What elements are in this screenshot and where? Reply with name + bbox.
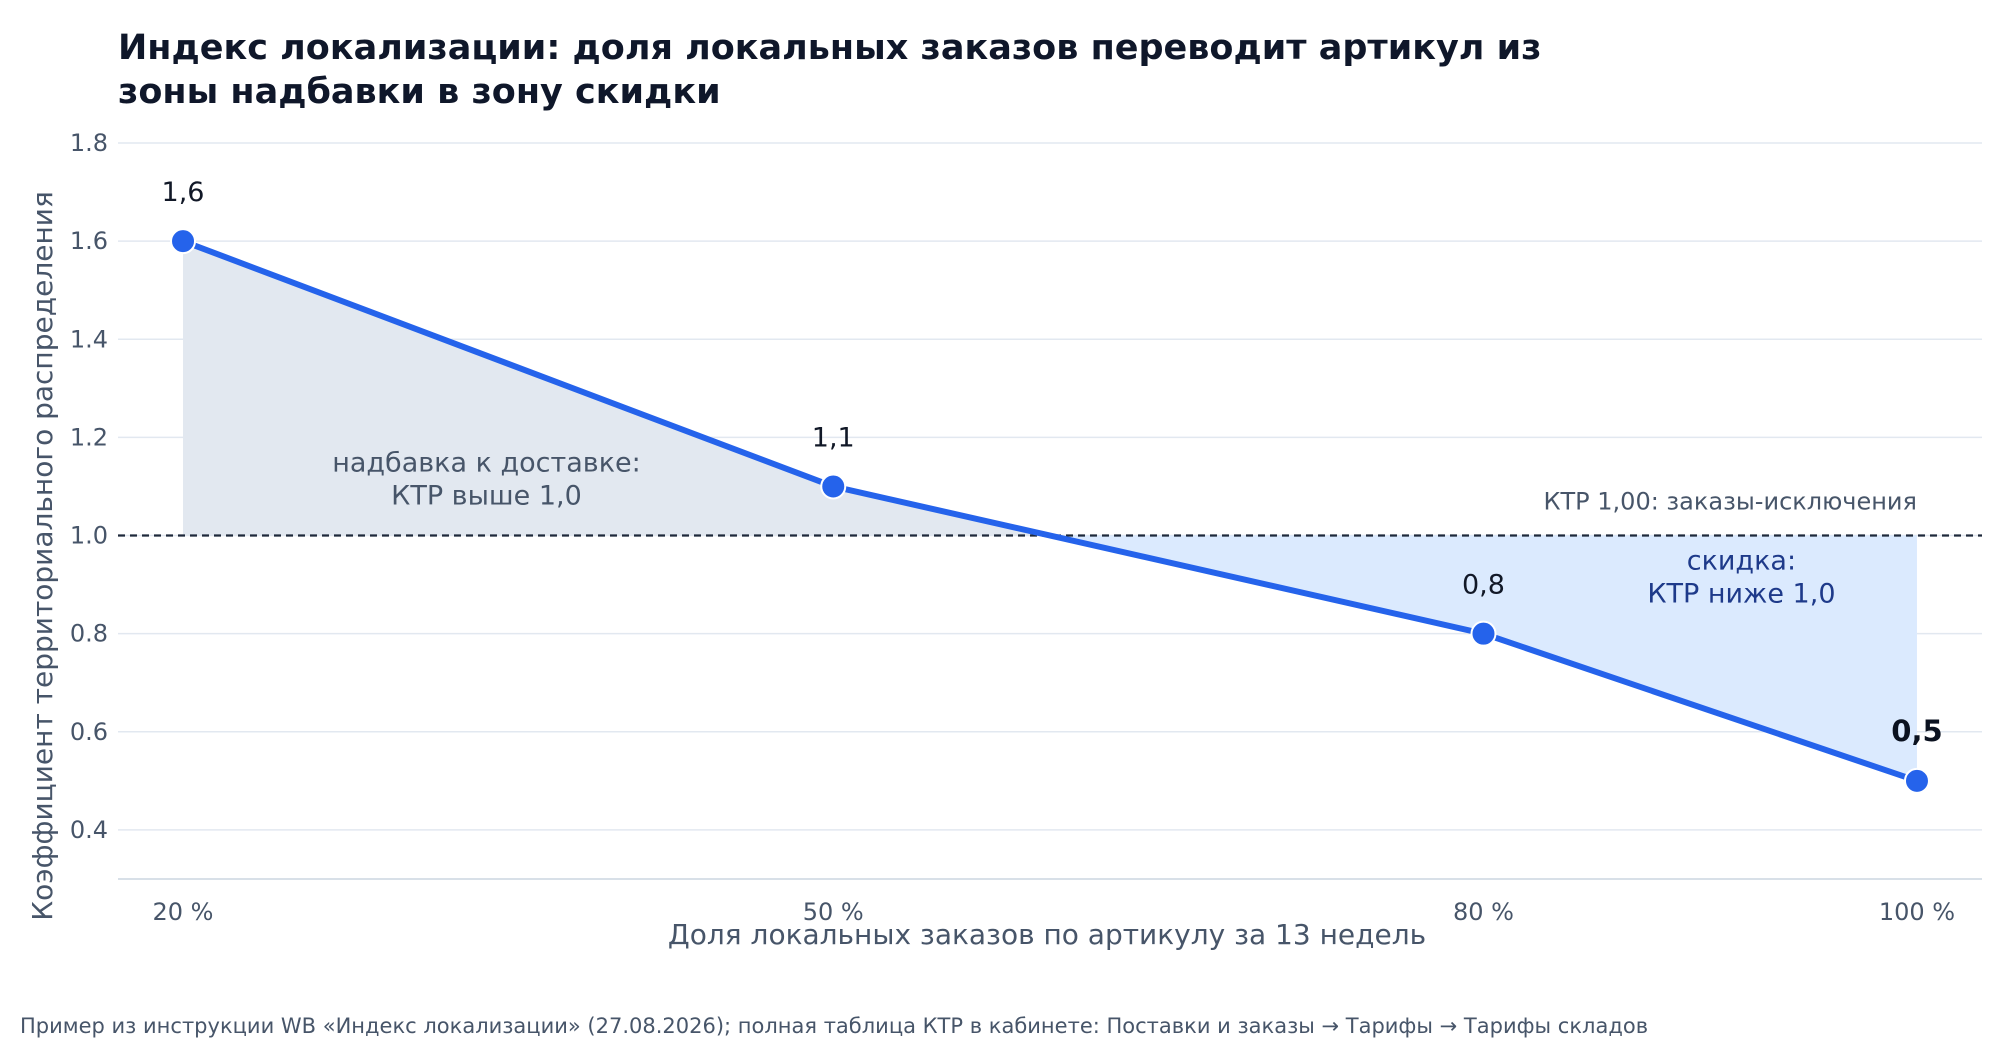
data-label: 1,6 bbox=[162, 177, 205, 208]
data-label: 1,1 bbox=[812, 422, 855, 453]
y-tick-label: 0.8 bbox=[70, 620, 108, 648]
y-tick-label: 0.6 bbox=[70, 718, 108, 746]
chart-title-line-1: Индекс локализации: доля локальных заказ… bbox=[118, 28, 1541, 68]
data-point bbox=[1470, 620, 1497, 647]
x-tick-label: 100 % bbox=[1879, 898, 1955, 926]
data-point bbox=[1903, 767, 1930, 794]
x-tick-label: 80 % bbox=[1453, 898, 1514, 926]
chart-title-line-2: зоны надбавки в зону скидки bbox=[118, 72, 721, 112]
zone-fills bbox=[183, 241, 1917, 781]
y-tick-label: 1.8 bbox=[70, 129, 108, 157]
y-tick-label: 0.4 bbox=[70, 816, 108, 844]
x-tick-label: 20 % bbox=[153, 898, 214, 926]
reference-line-label: КТР 1,00: заказы-исключения bbox=[1543, 488, 1917, 516]
x-axis-ticks: 20 % 50 % 80 % 100 % bbox=[153, 898, 1956, 926]
data-label: 0,5 bbox=[1891, 714, 1942, 748]
data-point bbox=[170, 228, 197, 255]
surcharge-zone bbox=[183, 241, 1050, 536]
zone-labels: надбавка к доставке:КТР выше 1,0 скидка:К… bbox=[332, 448, 1835, 610]
y-axis-label: Коэффициент территориального распределен… bbox=[26, 191, 59, 921]
discount-label-line-2: КТР ниже 1,0 bbox=[1647, 579, 1835, 610]
discount-label-line-1: скидка: bbox=[1687, 546, 1796, 577]
x-tick-label: 50 % bbox=[803, 898, 864, 926]
data-point bbox=[820, 473, 847, 500]
source-note: Пример из инструкции WB «Индекс локализа… bbox=[20, 1014, 1648, 1038]
surcharge-label-line-2: КТР выше 1,0 bbox=[391, 481, 582, 512]
data-labels: 1,6 1,1 0,8 0,5 bbox=[162, 177, 1943, 748]
y-axis-ticks: 0.4 0.6 0.8 1.0 1.2 1.4 1.6 1.8 bbox=[70, 129, 108, 844]
discount-zone bbox=[1050, 535, 1917, 781]
y-tick-label: 1.6 bbox=[70, 227, 108, 255]
surcharge-label-line-1: надбавка к доставке: bbox=[332, 448, 641, 479]
series-line bbox=[180, 238, 1920, 784]
y-tick-label: 1.4 bbox=[70, 325, 108, 353]
y-tick-label: 1.2 bbox=[70, 423, 108, 451]
data-points bbox=[170, 228, 1930, 794]
y-tick-label: 1.0 bbox=[70, 522, 108, 550]
data-label: 0,8 bbox=[1462, 570, 1505, 601]
x-axis-label: Доля локальных заказов по артикулу за 13… bbox=[668, 918, 1426, 951]
